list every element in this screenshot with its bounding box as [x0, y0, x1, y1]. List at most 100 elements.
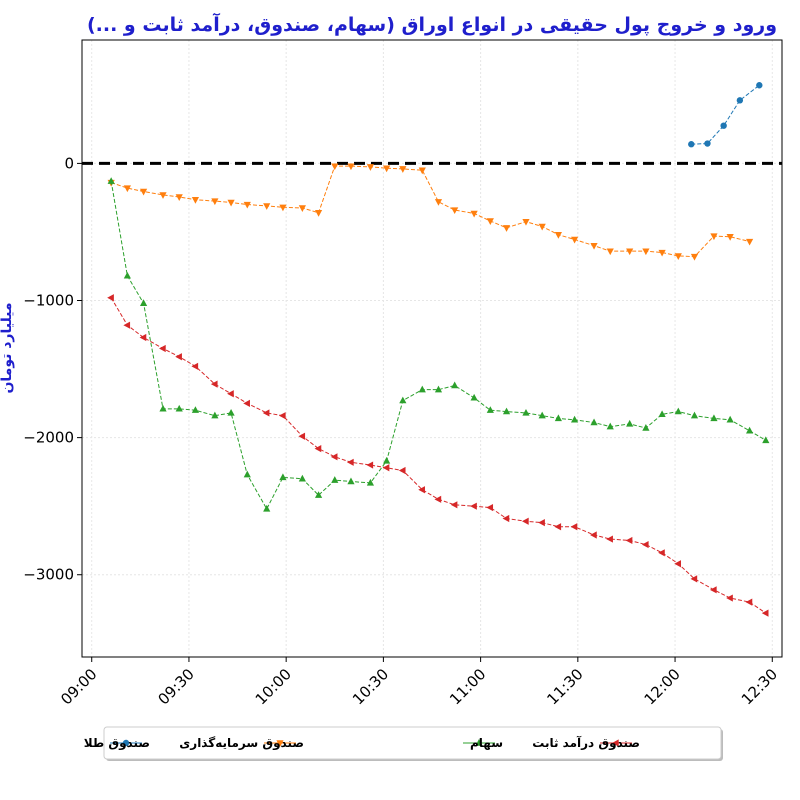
data-point [522, 218, 530, 226]
data-point [243, 399, 250, 407]
data-point [606, 422, 614, 430]
data-point [642, 424, 650, 431]
legend-item: صندوق درآمد ثابت [532, 735, 640, 751]
x-tick-label: 12:30 [738, 665, 781, 708]
data-point [418, 385, 426, 393]
data-point [710, 414, 718, 422]
data-point [726, 415, 734, 423]
data-point [688, 141, 695, 148]
data-point [262, 409, 270, 417]
data-point [674, 407, 682, 415]
chart-title: ورود و خروج پول حقیقی در انواع اوراق (سه… [87, 12, 777, 36]
data-point [762, 436, 770, 444]
x-tick-label: 09:00 [57, 665, 100, 708]
y-axis-label: میلیارد تومان [0, 302, 15, 393]
y-tick-label: 0 [64, 154, 74, 172]
data-point [314, 210, 323, 217]
data-point [191, 406, 200, 413]
data-point [331, 163, 339, 171]
data-point [366, 164, 375, 171]
data-point [486, 406, 494, 413]
data-point [486, 503, 494, 512]
data-point [123, 321, 131, 329]
data-point [191, 197, 200, 204]
data-point [279, 204, 287, 212]
series-triangle-left [107, 294, 769, 617]
y-tick-label: −2000 [23, 429, 74, 447]
data-point [347, 477, 355, 485]
data-point [704, 140, 711, 147]
data-point [554, 414, 562, 422]
series-line [110, 181, 767, 510]
data-point [383, 165, 391, 173]
series-circle [688, 82, 763, 148]
x-tick-label: 09:30 [154, 665, 197, 708]
data-point [123, 271, 131, 279]
data-point [263, 504, 271, 512]
data-point [642, 248, 650, 256]
data-point [159, 404, 167, 412]
data-point [107, 177, 115, 184]
data-point [658, 549, 665, 557]
data-point [502, 407, 511, 415]
x-tick-label: 11:00 [446, 665, 489, 708]
data-point [330, 453, 338, 461]
data-point [612, 739, 619, 747]
data-point [314, 444, 322, 453]
data-point [756, 82, 763, 89]
data-point [502, 225, 511, 232]
legend-label: سهام [470, 736, 503, 751]
data-point [538, 411, 546, 419]
data-point [331, 476, 339, 483]
data-point [521, 517, 529, 525]
data-point [554, 523, 562, 531]
data-point [279, 473, 287, 481]
data-point [736, 97, 744, 104]
data-point [502, 514, 510, 523]
data-point [175, 404, 183, 412]
data-point [434, 199, 443, 206]
data-point [263, 203, 271, 210]
legend-box [103, 726, 722, 760]
data-point [211, 198, 219, 206]
legend-label: صندوق درآمد ثابت [532, 735, 640, 751]
data-point [486, 218, 494, 225]
data-point [434, 495, 442, 503]
axis-ticks: 09:00 09:30 10:00 10:30 11:00 11:30 12:00 12:30… [23, 154, 781, 708]
series-line [110, 297, 767, 614]
data-point [314, 491, 323, 498]
data-point [745, 426, 754, 434]
legend: صندوق طلا صندوق سرمایه‌گذاری سهام صندوق درآ… [84, 726, 723, 761]
series-triangle-down [107, 163, 754, 261]
data-point [398, 466, 406, 475]
data-point [346, 458, 354, 466]
data-point [658, 249, 666, 257]
data-point [175, 353, 182, 361]
data-point [690, 253, 699, 261]
x-tick-label: 10:30 [349, 665, 392, 708]
data-point [211, 411, 219, 419]
data-point [139, 333, 147, 342]
data-point [538, 223, 546, 231]
data-point [726, 234, 734, 241]
data-point [382, 464, 390, 472]
plot-area [81, 39, 783, 658]
data-point [139, 188, 148, 196]
legend-item: صندوق طلا [84, 736, 150, 751]
data-point [227, 199, 235, 207]
data-point [210, 380, 218, 388]
data-point [761, 609, 769, 617]
data-point [720, 122, 727, 129]
data-point [298, 432, 306, 440]
data-point [366, 461, 374, 469]
data-point [107, 294, 114, 302]
data-point [451, 207, 459, 215]
data-point [298, 205, 306, 212]
data-point [418, 167, 426, 175]
data-point [227, 408, 235, 416]
legend-item: سهام [463, 736, 503, 751]
data-point [243, 470, 251, 478]
data-point [383, 456, 391, 464]
data-point [470, 393, 478, 401]
